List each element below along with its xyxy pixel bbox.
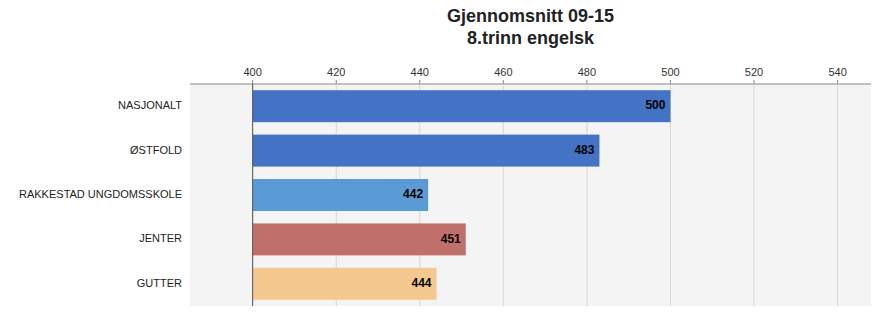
tick-mark [837, 80, 838, 84]
plot-background [190, 84, 871, 306]
category-label: NASJONALT [118, 99, 182, 111]
chart: Gjennomsnitt 09-158.trinn engelsk 400 420 4… [0, 0, 893, 318]
tick-label: 480 [578, 66, 596, 78]
tick-mark [336, 80, 337, 84]
data-label: 500 [645, 98, 665, 112]
tick-label: 400 [243, 66, 261, 78]
data-label: 444 [411, 276, 431, 290]
tick-mark [670, 80, 671, 84]
grid-line [837, 84, 838, 306]
tick-mark [419, 80, 420, 84]
tick-label: 520 [745, 66, 763, 78]
bar [253, 268, 437, 300]
bar [253, 223, 466, 255]
tick-label: 420 [327, 66, 345, 78]
title: 8.trinn engelsk [467, 28, 595, 48]
bar [253, 90, 671, 122]
x-axis-line [190, 84, 871, 85]
grid-line [252, 84, 253, 306]
bars [253, 90, 671, 300]
data-label: 442 [403, 187, 423, 201]
data-label: 483 [574, 143, 594, 157]
tick-label: 460 [494, 66, 512, 78]
tick-mark [586, 80, 587, 84]
tick-mark [754, 80, 755, 84]
tick-label: 540 [828, 66, 846, 78]
category-label: GUTTER [137, 277, 182, 289]
bar [253, 135, 600, 167]
title: Gjennomsnitt 09-15 [447, 6, 614, 26]
bar [253, 179, 428, 211]
tick-mark [252, 80, 253, 84]
baseline [252, 84, 253, 306]
category-label: RAKKESTAD UNGDOMSSKOLE [19, 188, 182, 200]
chart-container: Gjennomsnitt 09-158.trinn engelsk 400 420 4… [0, 0, 893, 318]
category-label: ØSTFOLD [130, 144, 182, 156]
data-label: 451 [441, 232, 461, 246]
tick-mark [503, 80, 504, 84]
grid-line [754, 84, 755, 306]
category-label: JENTER [139, 232, 182, 244]
tick-label: 440 [411, 66, 429, 78]
tick-label: 500 [661, 66, 679, 78]
